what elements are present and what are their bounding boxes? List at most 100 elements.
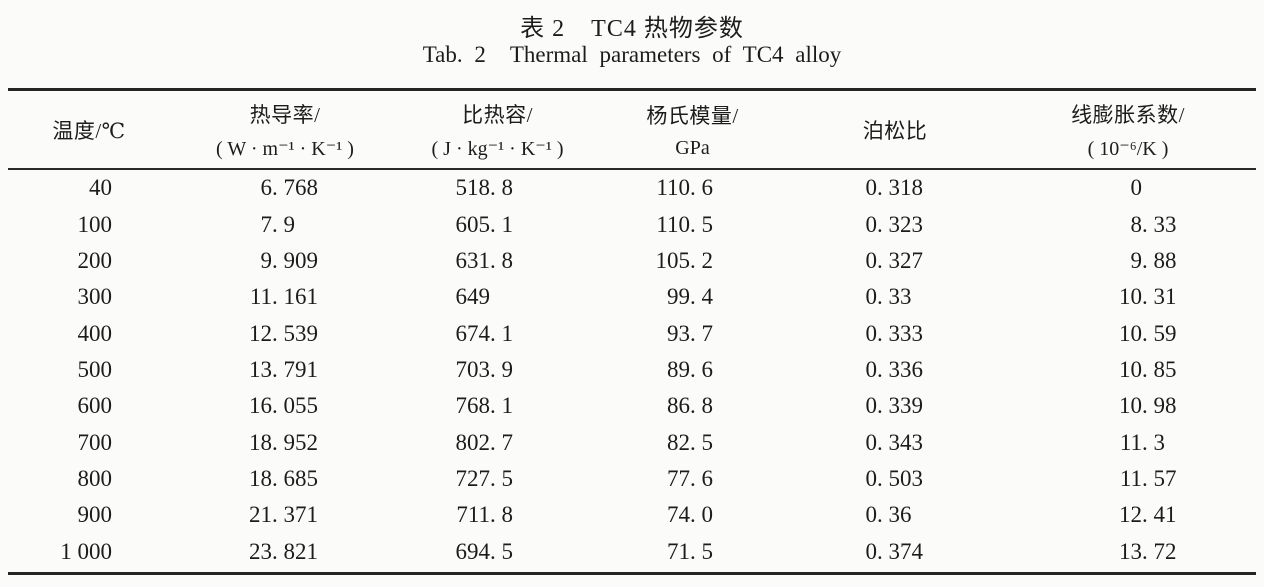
table-row: 600 16. 055 768. 1 86. 8 0. 339 10. 98 <box>8 388 1256 424</box>
table-number-en: Tab. 2 <box>422 42 486 67</box>
table-cell: 0. 336 <box>865 356 924 382</box>
table-cell: 13. 72 <box>1119 538 1177 564</box>
table-cell: 703. 9 <box>455 356 514 382</box>
header-unit: ( W · m⁻¹ · K⁻¹ ) <box>216 137 354 160</box>
table-title-zh: 表 2 TC4 热物参数 <box>0 8 1264 43</box>
table-cell: 600 <box>77 393 113 419</box>
table-title-en-text: Thermal parameters of TC4 alloy <box>509 42 842 67</box>
header-label: 杨氏模量/ <box>646 103 739 128</box>
table-row: 200 9. 909 631. 8 105. 2 0. 327 9. 88 <box>8 243 1256 279</box>
table-cell: 77. 6 <box>667 466 713 492</box>
table-cell: 23. 821 <box>249 538 318 564</box>
table-cell: 0. 327 <box>865 247 924 273</box>
header-unit: ( J · kg⁻¹ · K⁻¹ ) <box>431 137 564 160</box>
table-cell: 0. 374 <box>865 538 924 564</box>
column-header-temperature: 温度/℃ <box>8 115 170 145</box>
table-cell: 93. 7 <box>667 320 713 346</box>
table-cell: 800 <box>77 466 113 492</box>
table-cell: 768. 1 <box>455 393 514 419</box>
table-cell: 7. 9 <box>260 211 296 237</box>
table-cell: 12. 539 <box>249 320 318 346</box>
table-title-zh-text: TC4 热物参数 <box>591 16 744 42</box>
table-row: 900 21. 371 711. 8 74. 0 0. 36 12. 41 <box>8 497 1256 533</box>
table-cell: 18. 952 <box>249 429 318 455</box>
table-cell: 0. 343 <box>865 429 924 455</box>
table-row: 100 7. 9 605. 1 110. 5 0. 323 8. 33 <box>8 206 1256 242</box>
table-cell: 0. 333 <box>865 320 924 346</box>
column-header-specific-heat: 比热容/ ( J · kg⁻¹ · K⁻¹ ) <box>400 99 595 161</box>
table-cell: 518. 8 <box>455 175 514 201</box>
table-row: 40 6. 768 518. 8 110. 6 0. 318 0 <box>8 170 1256 206</box>
table-cell: 727. 5 <box>455 466 514 492</box>
table-body: 40 6. 768 518. 8 110. 6 0. 318 0 100 7. 9 605. 1… <box>8 170 1256 570</box>
table-cell: 11. 57 <box>1119 466 1177 492</box>
header-unit: ( 10⁻⁶/K ) <box>1087 137 1169 160</box>
table-cell: 40 <box>89 175 112 201</box>
table-cell: 21. 371 <box>249 502 318 528</box>
table-row: 300 11. 161 649 99. 4 0. 33 10. 31 <box>8 279 1256 315</box>
table-cell: 10. 31 <box>1119 284 1177 310</box>
table-cell: 631. 8 <box>455 247 514 273</box>
table-cell: 6. 768 <box>260 175 319 201</box>
table-cell: 802. 7 <box>455 429 514 455</box>
header-label: 线膨胀系数/ <box>1071 102 1185 127</box>
header-label: 泊松比 <box>862 118 928 143</box>
column-header-poisson-ratio: 泊松比 <box>790 115 1000 145</box>
table-cell: 900 <box>77 502 113 528</box>
table-cell: 694. 5 <box>455 538 514 564</box>
table-cell: 0. 323 <box>865 211 924 237</box>
table-cell: 711. 8 <box>456 502 513 528</box>
table-cell: 500 <box>77 356 113 382</box>
table-cell: 18. 685 <box>249 466 318 492</box>
data-table: 温度/℃ 热导率/ ( W · m⁻¹ · K⁻¹ ) 比热容/ ( J · k… <box>8 88 1256 575</box>
header-label: 温度/℃ <box>52 118 126 143</box>
table-cell: 200 <box>77 247 113 273</box>
table-cell: 0 <box>1130 175 1143 201</box>
header-label: 热导率/ <box>249 102 321 127</box>
table-row: 800 18. 685 727. 5 77. 6 0. 503 11. 57 <box>8 461 1256 497</box>
table-cell: 649 <box>455 284 491 310</box>
table-cell: 8. 33 <box>1130 211 1177 237</box>
table-cell: 99. 4 <box>667 284 713 310</box>
table-cell: 11. 161 <box>249 284 318 310</box>
header-unit: GPa <box>675 136 710 159</box>
table-cell: 82. 5 <box>667 429 713 455</box>
table-cell: 0. 318 <box>865 175 924 201</box>
table-cell: 0. 503 <box>865 466 924 492</box>
table-cell: 605. 1 <box>455 211 514 237</box>
table-cell: 10. 85 <box>1119 356 1177 382</box>
table-cell: 11. 3 <box>1119 429 1165 455</box>
table-cell: 0. 339 <box>865 393 924 419</box>
table-cell: 400 <box>77 320 113 346</box>
table-cell: 10. 59 <box>1119 320 1177 346</box>
table-cell: 0. 33 <box>865 284 912 310</box>
table-row: 700 18. 952 802. 7 82. 5 0. 343 11. 3 <box>8 425 1256 461</box>
table-cell: 9. 909 <box>260 247 319 273</box>
table-cell: 674. 1 <box>455 320 514 346</box>
table-title-en: Tab. 2 Thermal parameters of TC4 alloy <box>0 42 1264 68</box>
column-header-linear-expansion: 线膨胀系数/ ( 10⁻⁶/K ) <box>1000 99 1256 161</box>
table-number-zh: 表 2 <box>520 16 566 42</box>
table-cell: 110. 5 <box>656 211 713 237</box>
table-cell: 100 <box>77 211 113 237</box>
table-cell: 89. 6 <box>667 356 713 382</box>
table-cell: 700 <box>77 429 113 455</box>
header-label: 比热容/ <box>462 102 533 127</box>
column-header-youngs-modulus: 杨氏模量/ GPa <box>595 100 790 160</box>
column-header-thermal-conductivity: 热导率/ ( W · m⁻¹ · K⁻¹ ) <box>170 99 400 161</box>
table-cell: 13. 791 <box>249 356 318 382</box>
table-cell: 12. 41 <box>1119 502 1177 528</box>
table-cell: 9. 88 <box>1130 247 1177 273</box>
table-cell: 110. 6 <box>656 175 713 201</box>
table-cell: 1 000 <box>60 538 112 564</box>
table-cell: 300 <box>77 284 113 310</box>
table-cell: 0. 36 <box>865 502 912 528</box>
table-row: 500 13. 791 703. 9 89. 6 0. 336 10. 85 <box>8 352 1256 388</box>
table-header-row: 温度/℃ 热导率/ ( W · m⁻¹ · K⁻¹ ) 比热容/ ( J · k… <box>8 91 1256 170</box>
table-cell: 74. 0 <box>667 502 713 528</box>
table-cell: 71. 5 <box>667 538 713 564</box>
table-cell: 86. 8 <box>667 393 713 419</box>
table-cell: 10. 98 <box>1119 393 1177 419</box>
table-cell: 16. 055 <box>249 393 318 419</box>
